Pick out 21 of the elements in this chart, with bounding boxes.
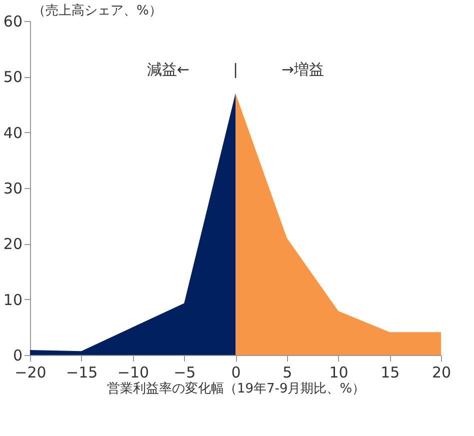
x-tick-label: 0 bbox=[231, 364, 241, 382]
x-tick-label: −5 bbox=[174, 364, 196, 382]
y-axis-title: （売上高シェア、%） bbox=[32, 2, 162, 18]
x-tick-label: −10 bbox=[117, 364, 150, 382]
x-tick-label: 5 bbox=[282, 364, 292, 382]
x-axis-title: 営業利益率の変化幅（19年7-9月期比、%） bbox=[106, 380, 366, 396]
x-tick-label: 20 bbox=[432, 364, 452, 382]
annotation: | bbox=[232, 60, 238, 78]
y-tick-label: 30 bbox=[3, 180, 22, 198]
x-tick-label: 15 bbox=[380, 364, 400, 382]
x-tick-label: −15 bbox=[66, 364, 98, 382]
x-tick-label: 10 bbox=[329, 364, 348, 382]
y-tick-label: 50 bbox=[3, 68, 22, 86]
y-tick-label: 60 bbox=[3, 12, 22, 30]
y-tick-label: 20 bbox=[3, 235, 22, 254]
annotation: 減益← bbox=[146, 60, 190, 78]
annotation: →増益 bbox=[282, 60, 324, 78]
y-tick-label: 40 bbox=[3, 124, 22, 142]
y-tick-label: 10 bbox=[3, 290, 22, 309]
y-tick-label: 0 bbox=[12, 346, 22, 364]
x-tick-label: −20 bbox=[14, 364, 46, 382]
